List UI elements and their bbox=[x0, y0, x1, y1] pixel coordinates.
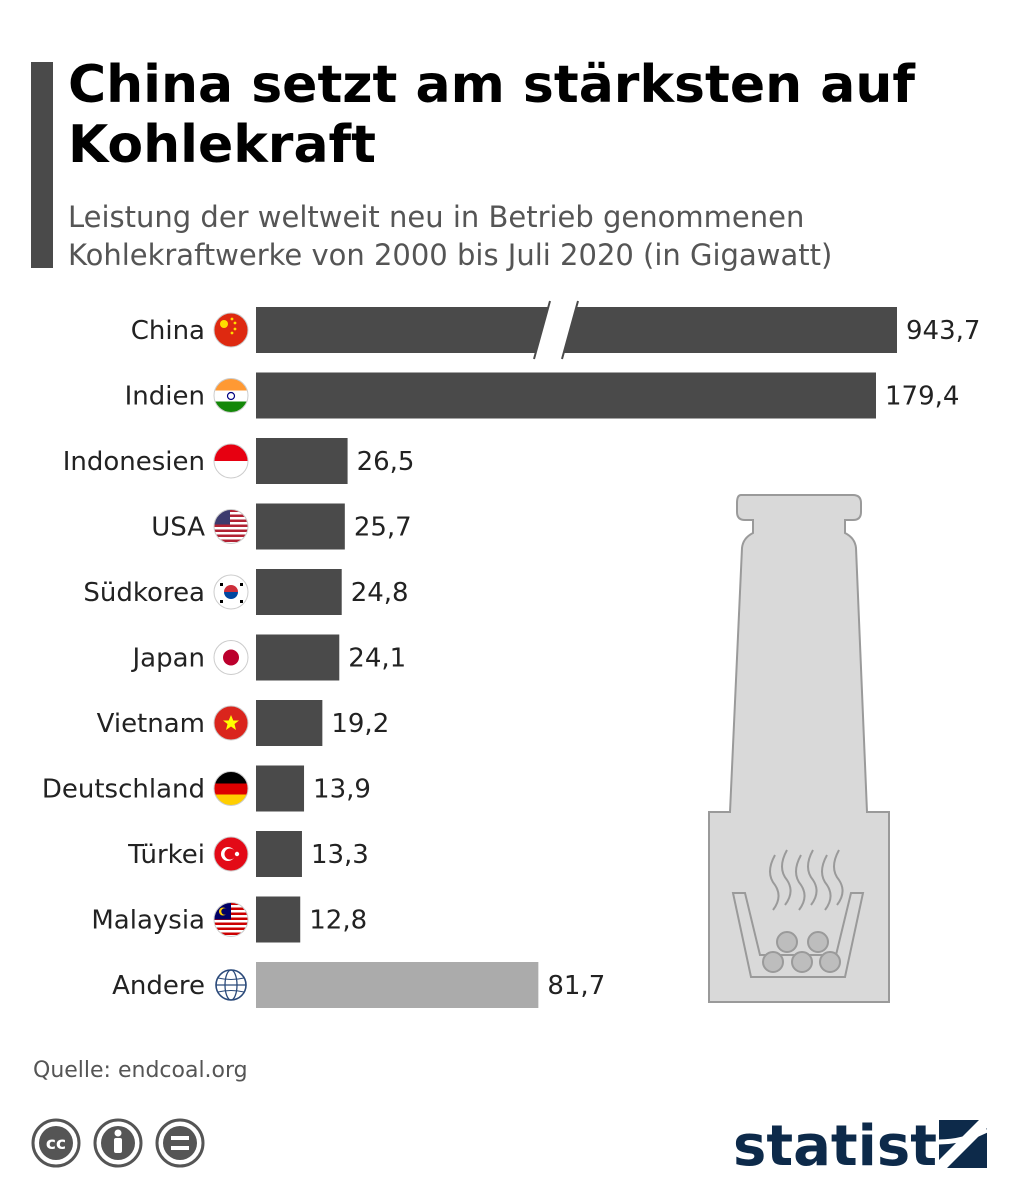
bar-indonesien bbox=[256, 438, 348, 484]
category-label-malaysia: Malaysia bbox=[91, 906, 205, 936]
indonesia-flag-icon bbox=[213, 443, 249, 479]
value-label-china: 943,7 bbox=[906, 316, 980, 346]
chart-title: China setzt am stärksten auf Kohlekraft bbox=[68, 55, 915, 175]
creative-commons-icon[interactable]: cc bbox=[31, 1118, 81, 1168]
statista-logo[interactable]: statista bbox=[733, 1112, 993, 1174]
category-label-deutschland: Deutschland bbox=[42, 775, 205, 805]
bar-japan bbox=[256, 634, 340, 681]
svg-text:cc: cc bbox=[46, 1134, 66, 1154]
bar-türkei bbox=[256, 831, 302, 877]
chart-subtitle: Leistung der weltweit neu in Betrieb gen… bbox=[68, 200, 833, 272]
title-accent-bar bbox=[31, 62, 53, 268]
value-label-vietnam: 19,2 bbox=[331, 709, 389, 739]
china-flag-icon bbox=[213, 312, 249, 348]
value-label-indien: 179,4 bbox=[885, 382, 959, 412]
usa-flag-icon bbox=[213, 509, 249, 544]
no-derivatives-icon[interactable] bbox=[155, 1118, 205, 1168]
bar-malaysia bbox=[256, 896, 301, 943]
bar-südkorea bbox=[256, 569, 342, 615]
category-label-türkei: Türkei bbox=[127, 840, 205, 870]
axis-break-marker bbox=[534, 301, 578, 359]
category-label-china: China bbox=[131, 316, 205, 346]
germany-flag-icon bbox=[213, 771, 249, 806]
vietnam-flag-icon bbox=[213, 705, 249, 741]
statista-logo-icon bbox=[938, 1120, 989, 1168]
japan-flag-icon bbox=[213, 640, 249, 675]
category-label-südkorea: Südkorea bbox=[83, 578, 205, 608]
category-label-indonesien: Indonesien bbox=[63, 447, 205, 477]
value-label-türkei: 13,3 bbox=[311, 840, 369, 870]
value-label-andere: 81,7 bbox=[547, 971, 605, 1001]
value-label-deutschland: 13,9 bbox=[313, 775, 371, 805]
bar-indien bbox=[256, 372, 876, 419]
coal-chimney-illustration bbox=[708, 494, 890, 1003]
statista-wordmark: statista bbox=[733, 1114, 975, 1174]
value-label-malaysia: 12,8 bbox=[309, 906, 367, 936]
category-label-andere: Andere bbox=[112, 971, 205, 1001]
attribution-icon[interactable] bbox=[93, 1118, 143, 1168]
bar-china bbox=[256, 307, 897, 353]
source-note: Quelle: endcoal.org bbox=[33, 1058, 248, 1083]
bar-usa bbox=[256, 503, 345, 550]
bar-chart: China 943,7 Indien 179,4 Indonesien 26,5 USA 25… bbox=[42, 300, 980, 1008]
bar-vietnam bbox=[256, 700, 323, 746]
category-label-indien: Indien bbox=[125, 382, 205, 412]
value-label-indonesien: 26,5 bbox=[357, 447, 415, 477]
turkey-flag-icon bbox=[213, 836, 249, 872]
value-label-usa: 25,7 bbox=[354, 513, 412, 543]
globe-icon bbox=[215, 969, 247, 1001]
license-icons: cc bbox=[31, 1118, 205, 1168]
bar-deutschland bbox=[256, 765, 305, 812]
india-flag-icon bbox=[213, 378, 249, 413]
category-label-usa: USA bbox=[151, 513, 205, 543]
bars-layer: China 943,7 Indien 179,4 Indonesien 26,5 USA 25… bbox=[42, 300, 980, 1008]
south-korea-flag-icon bbox=[213, 574, 249, 610]
category-label-vietnam: Vietnam bbox=[97, 709, 205, 739]
value-label-südkorea: 24,8 bbox=[351, 578, 409, 608]
bar-andere bbox=[256, 962, 539, 1008]
malaysia-flag-icon bbox=[213, 902, 249, 937]
value-label-japan: 24,1 bbox=[348, 644, 406, 674]
category-label-japan: Japan bbox=[130, 644, 205, 674]
